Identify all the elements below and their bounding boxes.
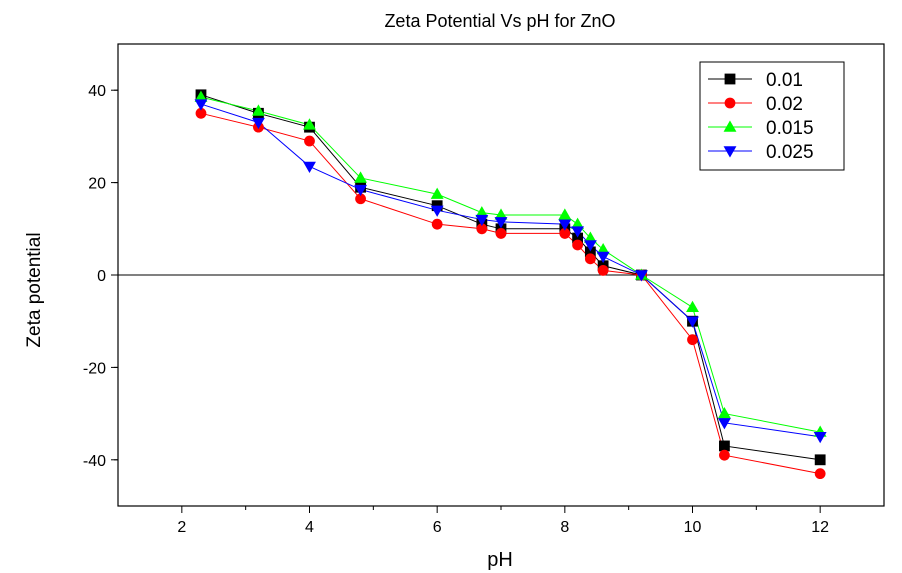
data-point-0.01 bbox=[814, 454, 826, 466]
data-point-0.02 bbox=[814, 468, 826, 480]
x-tick-label: 6 bbox=[433, 519, 442, 536]
legend-label: 0.01 bbox=[766, 70, 803, 91]
data-point-0.025 bbox=[571, 226, 585, 238]
data-point-0.025 bbox=[494, 217, 508, 229]
data-point-0.025 bbox=[475, 214, 489, 227]
data-point-0.025 bbox=[354, 184, 368, 197]
y-tick-label: 40 bbox=[88, 83, 106, 100]
y-axis-label: Zeta potential bbox=[24, 232, 45, 347]
data-point-0.025 bbox=[430, 205, 444, 217]
data-point-0.02 bbox=[687, 334, 698, 346]
data-point-0.015 bbox=[354, 171, 368, 183]
x-axis-label: pH bbox=[487, 549, 513, 571]
data-point-0.02 bbox=[597, 264, 609, 276]
data-point-0.015 bbox=[251, 104, 265, 116]
legend-marker bbox=[723, 120, 737, 132]
legend-label: 0.02 bbox=[766, 94, 803, 115]
x-tick-label: 12 bbox=[811, 519, 829, 536]
legend-marker bbox=[723, 146, 737, 158]
data-point-0.02 bbox=[304, 135, 315, 147]
data-point-0.02 bbox=[431, 218, 443, 230]
data-point-0.02 bbox=[584, 253, 596, 265]
data-point-0.025 bbox=[194, 99, 208, 111]
legend-marker bbox=[724, 97, 736, 109]
y-tick-label: -40 bbox=[83, 453, 106, 470]
data-point-0.025 bbox=[634, 270, 648, 282]
data-point-0.01 bbox=[719, 440, 730, 452]
x-tick-label: 8 bbox=[560, 519, 569, 536]
data-point-0.025 bbox=[717, 418, 731, 430]
data-point-0.025 bbox=[303, 161, 316, 173]
chart-title: Zeta Potential Vs pH for ZnO bbox=[384, 11, 615, 31]
legend-label: 0.025 bbox=[766, 142, 814, 163]
legend-box bbox=[699, 61, 845, 171]
legend-marker bbox=[724, 73, 736, 85]
data-point-0.02 bbox=[719, 449, 730, 461]
legend-label: 0.015 bbox=[766, 118, 814, 139]
data-point-0.015 bbox=[430, 187, 444, 199]
data-point-0.02 bbox=[495, 228, 507, 239]
y-tick-label: -20 bbox=[83, 360, 106, 377]
data-point-0.015 bbox=[558, 208, 572, 220]
y-tick-label: 0 bbox=[97, 268, 106, 285]
data-point-0.015 bbox=[303, 118, 316, 130]
data-point-0.025 bbox=[596, 251, 610, 264]
data-point-0.025 bbox=[686, 316, 699, 328]
data-point-0.015 bbox=[686, 300, 699, 313]
x-tick-label: 10 bbox=[684, 519, 702, 536]
data-point-0.025 bbox=[813, 431, 827, 444]
x-tick-label: 4 bbox=[305, 519, 314, 536]
y-tick-label: 20 bbox=[88, 176, 106, 193]
x-tick-label: 2 bbox=[177, 519, 186, 536]
data-point-0.025 bbox=[251, 117, 265, 130]
data-point-0.015 bbox=[717, 407, 731, 419]
data-point-0.02 bbox=[572, 239, 583, 251]
data-point-0.025 bbox=[558, 219, 572, 231]
data-point-0.025 bbox=[583, 240, 597, 252]
